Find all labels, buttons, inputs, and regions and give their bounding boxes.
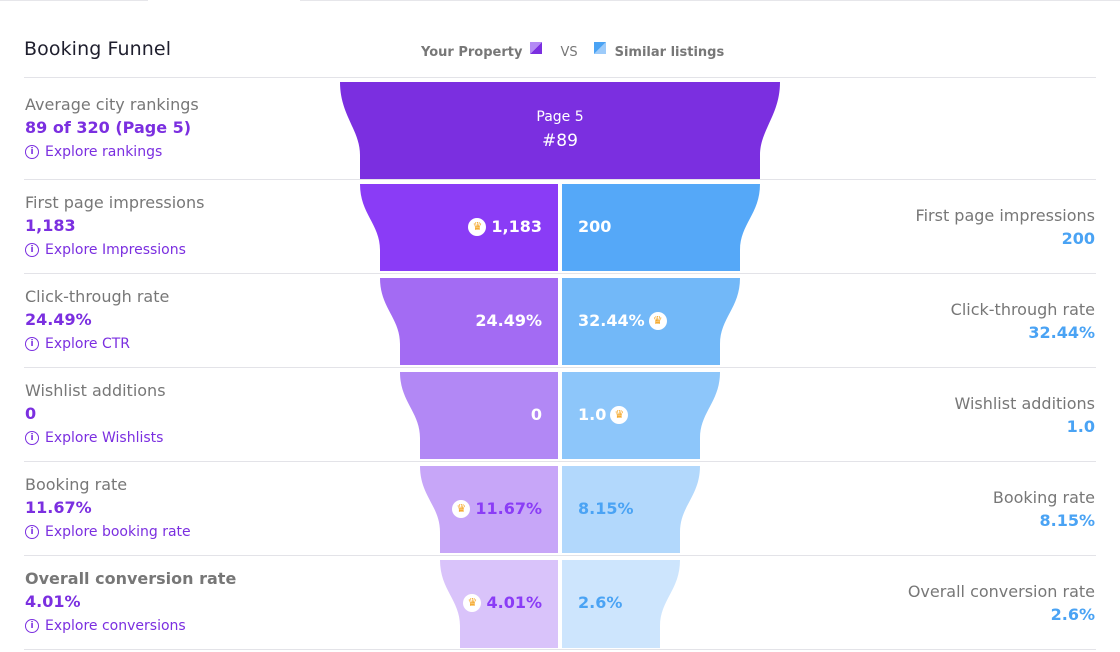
explore-wishlists-link[interactable]: i Explore Wishlists bbox=[25, 426, 166, 450]
divider bbox=[24, 461, 1096, 462]
divider bbox=[24, 77, 1096, 78]
metric-value: 11.67% bbox=[25, 498, 92, 517]
similar-first-page-impressions: First page impressions 200 bbox=[916, 205, 1095, 251]
metric-label: Average city rankings bbox=[25, 95, 199, 114]
funnel-similar-row-5 bbox=[562, 560, 680, 648]
metric-label: First page impressions bbox=[915, 206, 1095, 225]
funnel-yours-row-3 bbox=[400, 372, 558, 459]
funnel-similar-row-4 bbox=[562, 466, 700, 553]
page-title: Booking Funnel bbox=[24, 38, 172, 60]
funnel-yours-row-2 bbox=[380, 278, 558, 365]
legend-purple-swatch-icon bbox=[530, 42, 543, 54]
explore-rankings-link[interactable]: i Explore rankings bbox=[25, 140, 199, 164]
metric-value: 24.49% bbox=[25, 310, 92, 329]
legend-your-property: Your Property bbox=[421, 44, 523, 60]
info-icon: i bbox=[25, 431, 39, 445]
metric-label: Overall conversion rate bbox=[25, 569, 237, 588]
funnel-yours-row-4 bbox=[420, 466, 558, 553]
info-icon: i bbox=[25, 337, 39, 351]
divider bbox=[24, 649, 1096, 650]
funnel-similar-value: 8.15% bbox=[578, 499, 634, 518]
metric-value: 0 bbox=[25, 404, 37, 423]
info-icon: i bbox=[25, 145, 39, 159]
funnel-similar-value: 2.6% bbox=[578, 593, 623, 612]
divider bbox=[24, 179, 1096, 180]
crown-icon: ♛ bbox=[468, 218, 487, 236]
funnel-yours-value: ♛ 1,183 bbox=[380, 217, 542, 237]
metric-label: Wishlist additions bbox=[25, 381, 166, 400]
metric-label: First page impressions bbox=[25, 193, 205, 212]
divider bbox=[24, 273, 1096, 274]
crown-icon: ♛ bbox=[610, 406, 629, 424]
metric-value: 4.01% bbox=[25, 592, 81, 611]
metric-click-through-rate: Click-through rate 24.49% i Explore CTR bbox=[25, 286, 169, 356]
metric-value: 1,183 bbox=[25, 216, 76, 235]
divider bbox=[24, 367, 1096, 368]
legend-similar-listings: Similar listings bbox=[614, 44, 725, 60]
metric-value: 89 of 320 (Page 5) bbox=[25, 118, 192, 137]
explore-ctr-link[interactable]: i Explore CTR bbox=[25, 332, 169, 356]
explore-conversions-link[interactable]: i Explore conversions bbox=[25, 614, 236, 638]
metric-label: Overall conversion rate bbox=[907, 582, 1095, 601]
funnel-similar-row-1 bbox=[562, 184, 760, 271]
funnel-yours-row-1 bbox=[360, 184, 558, 271]
funnel-yours-value: 0 bbox=[530, 405, 542, 424]
divider bbox=[24, 555, 1096, 556]
funnel-yours-row-5 bbox=[440, 560, 558, 648]
metric-first-page-impressions: First page impressions 1,183 i Explore Im… bbox=[25, 192, 204, 262]
funnel-rank-label: #89 bbox=[542, 131, 578, 151]
metric-value: 1.0 bbox=[1066, 417, 1095, 436]
metric-label: Wishlist additions bbox=[954, 394, 1095, 413]
metric-overall-conversion-rate: Overall conversion rate 4.01% i Explore c… bbox=[25, 568, 236, 638]
metric-label: Booking rate bbox=[992, 488, 1095, 507]
info-icon: i bbox=[25, 243, 39, 257]
similar-booking-rate: Booking rate 8.15% bbox=[993, 487, 1095, 533]
funnel-yours-value: ♛ 4.01% bbox=[460, 593, 542, 613]
similar-wishlist-additions: Wishlist additions 1.0 bbox=[954, 393, 1095, 439]
metric-label: Click-through rate bbox=[950, 300, 1095, 319]
legend-vs: VS bbox=[560, 44, 578, 60]
explore-impressions-link[interactable]: i Explore Impressions bbox=[25, 238, 204, 262]
funnel-similar-row-3 bbox=[562, 372, 720, 459]
metric-value: 2.6% bbox=[1050, 605, 1095, 624]
funnel-similar-value: 1.0 ♛ bbox=[578, 405, 629, 425]
top-divider bbox=[0, 0, 1120, 2]
funnel-page-label: Page 5 bbox=[536, 109, 584, 125]
funnel-top-band bbox=[340, 82, 780, 179]
funnel-similar-value: 200 bbox=[578, 217, 612, 236]
metric-label: Click-through rate bbox=[25, 287, 170, 306]
similar-overall-conversion-rate: Overall conversion rate 2.6% bbox=[908, 581, 1095, 627]
legend: Your Property VS Similar listings bbox=[421, 42, 725, 61]
metric-city-rankings: Average city rankings 89 of 320 (Page 5)… bbox=[25, 94, 199, 164]
metric-label: Booking rate bbox=[25, 475, 128, 494]
crown-icon: ♛ bbox=[648, 312, 667, 330]
metric-booking-rate: Booking rate 11.67% i Explore booking rat… bbox=[25, 474, 191, 544]
legend-blue-swatch-icon bbox=[593, 42, 606, 54]
metric-wishlist-additions: Wishlist additions 0 i Explore Wishlists bbox=[25, 380, 166, 450]
explore-booking-rate-link[interactable]: i Explore booking rate bbox=[25, 520, 191, 544]
info-icon: i bbox=[25, 525, 39, 539]
similar-click-through-rate: Click-through rate 32.44% bbox=[951, 299, 1095, 345]
funnel-similar-value: 32.44% ♛ bbox=[578, 311, 667, 331]
crown-icon: ♛ bbox=[452, 500, 471, 518]
funnel-yours-value: 24.49% bbox=[475, 311, 542, 330]
crown-icon: ♛ bbox=[463, 594, 482, 612]
funnel-yours-value: ♛ 11.67% bbox=[440, 499, 542, 519]
metric-value: 200 bbox=[1061, 229, 1095, 248]
metric-value: 8.15% bbox=[1039, 511, 1095, 530]
metric-value: 32.44% bbox=[1028, 323, 1095, 342]
info-icon: i bbox=[25, 619, 39, 633]
